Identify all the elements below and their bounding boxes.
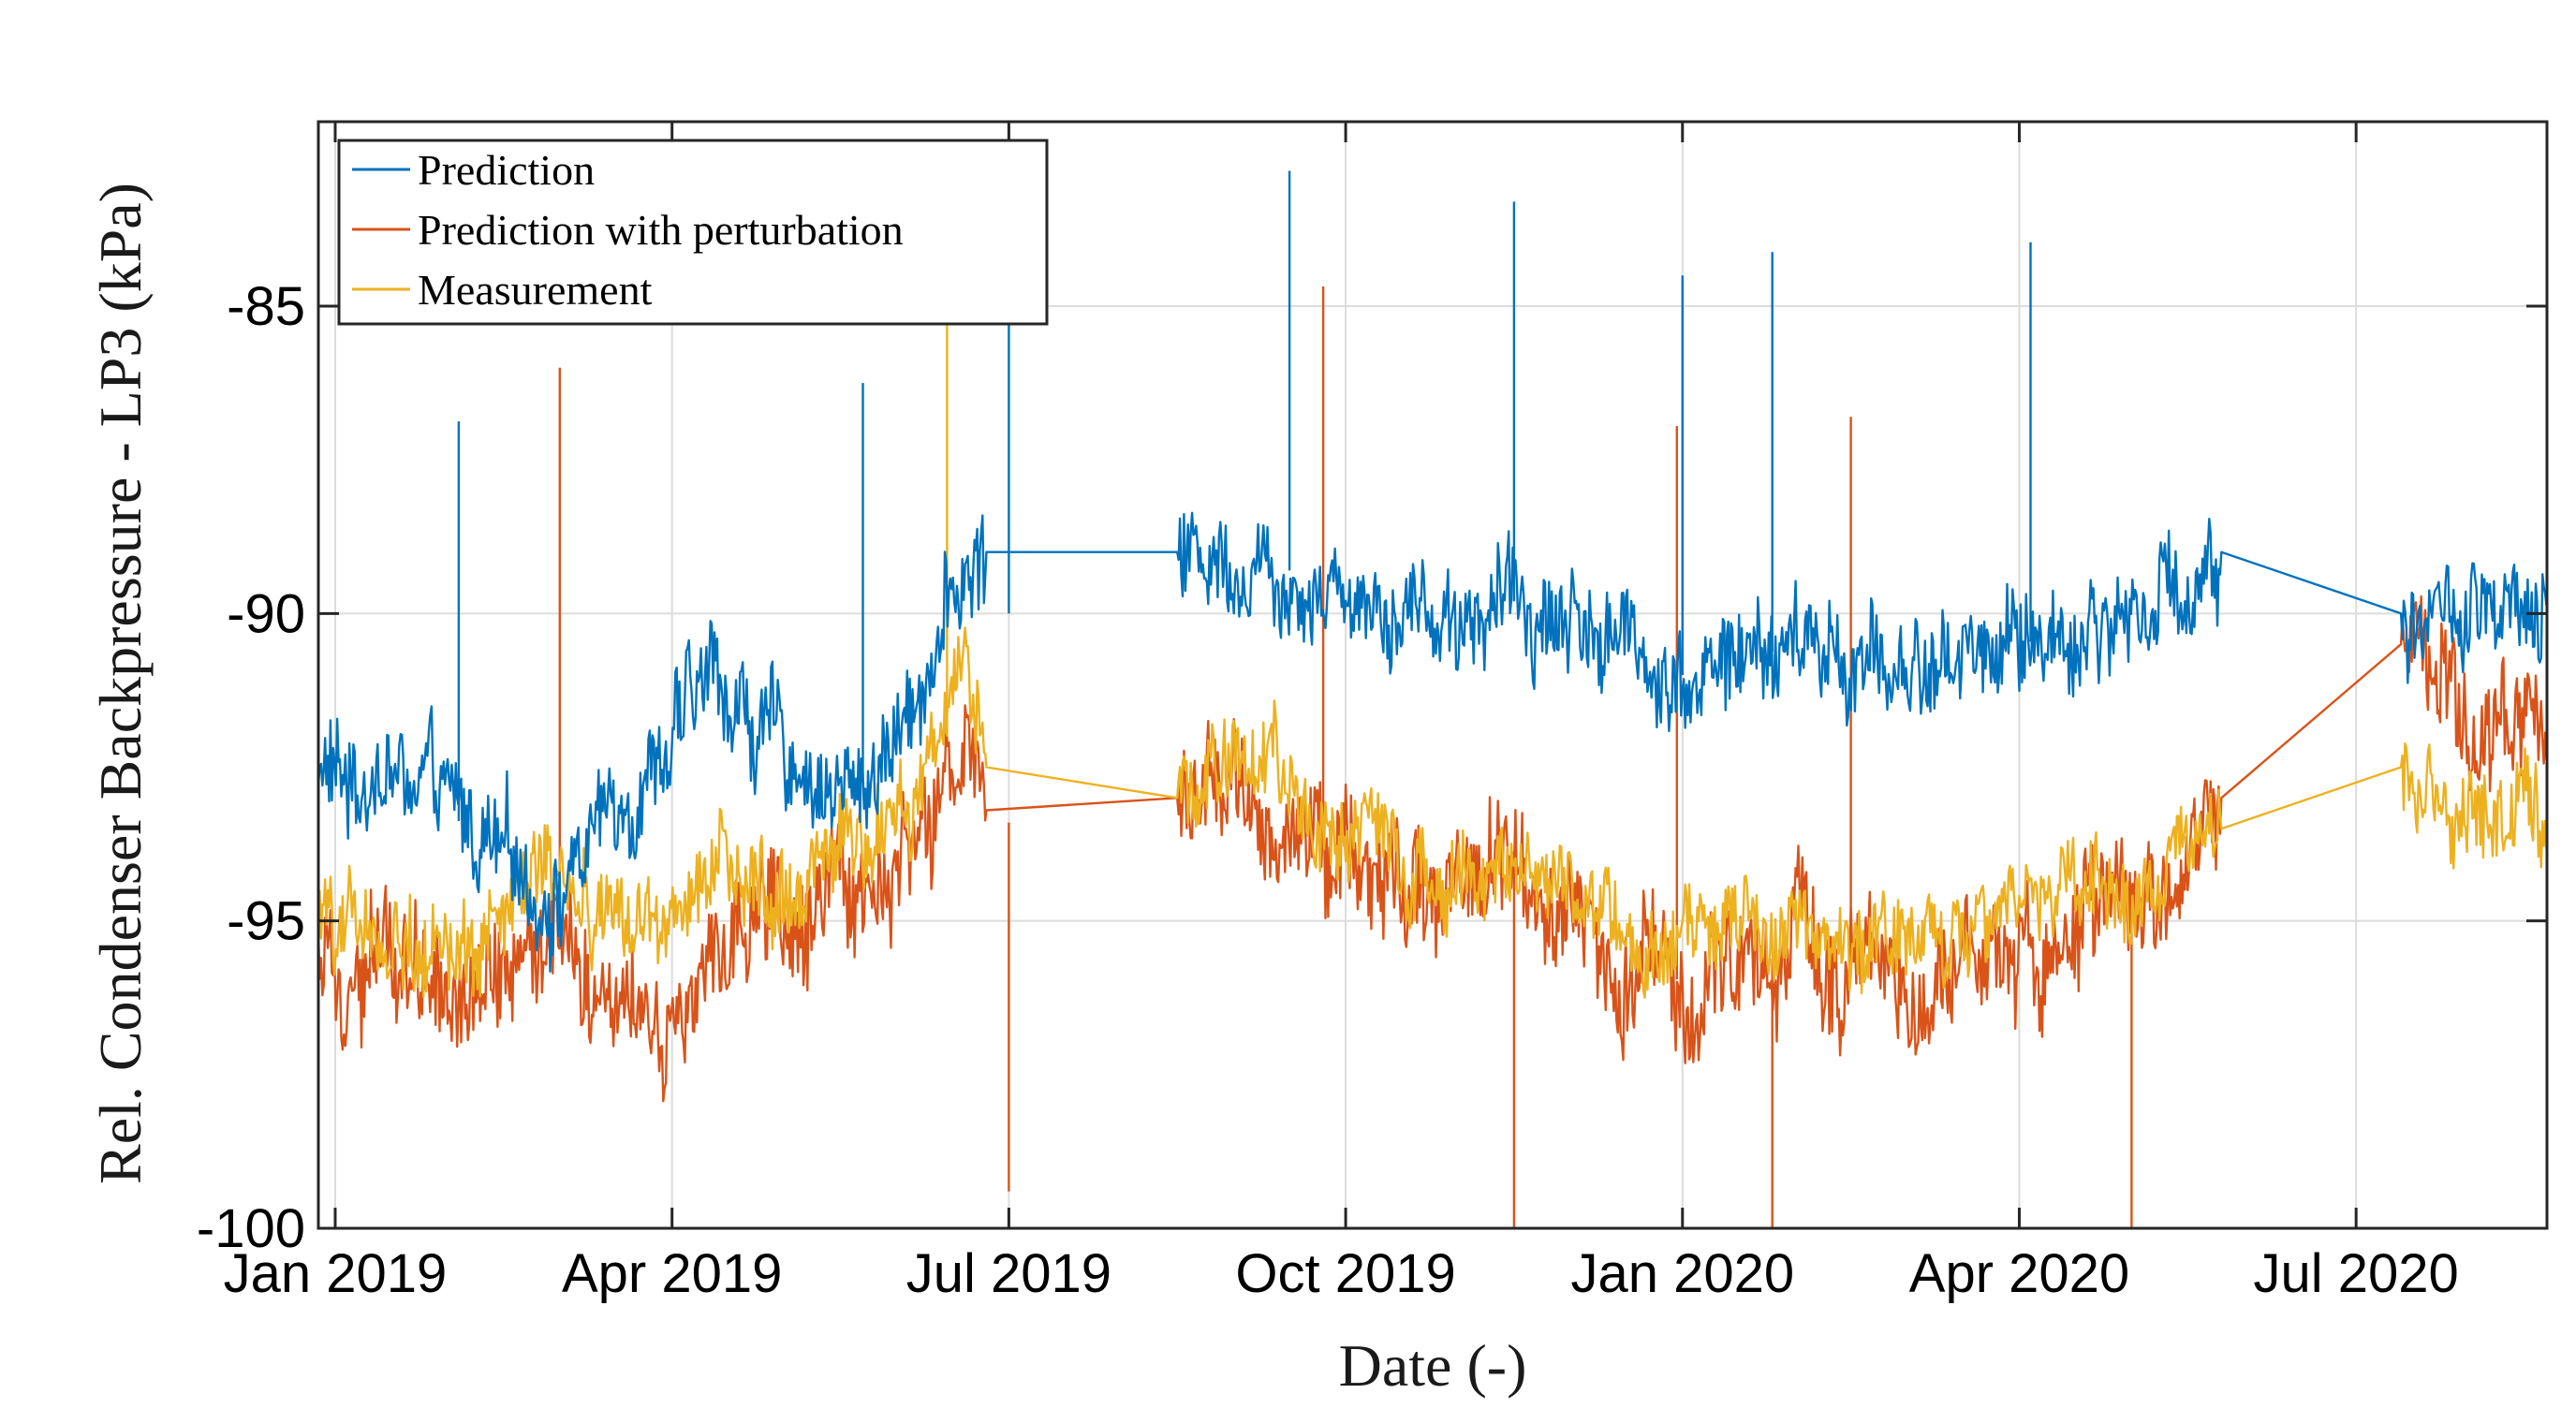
series-layer <box>318 170 2547 1228</box>
y-tick-label: -100 <box>197 1198 305 1259</box>
x-axis-label: Date (-) <box>1339 1332 1527 1399</box>
plot-area-frame <box>316 120 2549 1230</box>
series-line-prediction <box>318 170 2547 973</box>
y-tick-label: -90 <box>227 583 305 644</box>
x-tick-label: Jul 2019 <box>906 1243 1111 1304</box>
legend-label-prediction: Prediction <box>418 146 595 194</box>
x-tick-label: Jan 2019 <box>224 1243 448 1304</box>
legend: Prediction Prediction with perturbation … <box>337 139 1049 326</box>
x-tick-label: Oct 2019 <box>1235 1243 1455 1304</box>
x-tick-label: Jan 2020 <box>1570 1243 1794 1304</box>
legend-label-measurement: Measurement <box>418 266 653 314</box>
y-tick-label: -85 <box>227 276 305 337</box>
x-tick-label: Apr 2020 <box>1909 1243 2129 1304</box>
x-tick-labels: Jan 2019 Apr 2019 Jul 2019 Oct 2019 Jan 2020… <box>224 1243 2459 1304</box>
y-tick-label: -95 <box>227 891 305 952</box>
x-tick-label: Jul 2020 <box>2254 1243 2459 1304</box>
x-tick-label: Apr 2019 <box>562 1243 782 1304</box>
legend-box <box>337 139 1049 326</box>
axis-ticks <box>318 122 2547 1230</box>
legend-label-prediction-with-perturbation: Prediction with perturbation <box>418 206 904 254</box>
series-line-measurement <box>318 244 2547 999</box>
y-tick-labels: -100 -95 -90 -85 <box>197 276 305 1259</box>
y-axis-label: Rel. Condenser Backpressure - LP3 (kPa) <box>87 183 154 1184</box>
